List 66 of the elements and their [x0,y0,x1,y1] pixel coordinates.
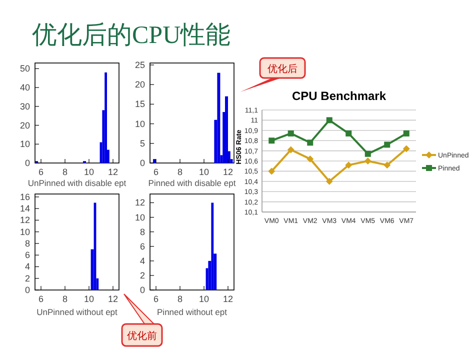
point [287,146,294,154]
point [326,117,332,124]
y-tick-label: 4 [24,262,30,272]
y-tick-label: 0 [24,158,30,168]
x-tick-label: 6 [153,167,159,177]
x-axis-title: UnPinned without ept [36,307,118,317]
x-tick-label: 12 [222,167,234,177]
text: 优化前 [127,330,157,342]
y-tick-label: 16 [20,192,30,202]
y-tick-label: 8 [140,226,145,237]
chart-title: CPU Benchmark [292,89,386,103]
x-tick-label: 10 [84,167,94,177]
x-tick-label: 12 [108,294,118,304]
point [403,130,410,136]
x-tick-label: 12 [108,167,118,177]
text: 优化后 [268,63,298,75]
x-tick-label: 6 [153,294,159,304]
y-tick-label: 8 [24,238,30,248]
x-tick-label: 6 [38,167,44,177]
y-tick-label: 0 [24,285,30,295]
point [364,150,371,157]
point [306,155,314,162]
point [346,130,352,136]
point [364,158,372,164]
y-tick-label: 40 [20,82,30,93]
y-tick-label: 14 [20,204,30,214]
y-tick-label: 15 [134,99,145,110]
x-axis-title: Pinned without ept [157,307,228,317]
y-tick-label: 10 [20,226,30,237]
y-tick-label: 10 [134,118,145,129]
y-tick-label: 20 [20,120,30,130]
point [268,168,276,175]
point [384,162,391,169]
x-tick-label: 8 [62,294,68,304]
point [307,140,314,146]
point [402,145,410,152]
x-tick-label: 8 [62,167,68,177]
x-axis-title: Pinned with disable ept [148,178,236,188]
y-tick-label: 0 [140,285,145,295]
x-axis-title: UnPinned with disable ept [28,178,127,188]
y-tick-label: 4 [140,256,145,266]
y-tick-label: 25 [134,60,145,70]
x-tick-label: 12 [222,294,234,304]
x-tick-label: 8 [177,167,183,177]
y-tick-label: 6 [24,250,30,260]
point [268,138,275,144]
y-tick-label: 6 [140,241,145,252]
x-tick-label: 6 [38,294,44,304]
y-tick-label: 2 [24,273,30,284]
point [384,142,390,148]
x-tick-label: 10 [84,294,94,304]
point [326,178,333,185]
point [288,130,294,136]
y-tick-label: 50 [20,64,30,74]
y-tick-label: 10 [20,139,30,150]
x-tick-label: 8 [177,294,183,304]
text: 优化后的CPU性能 [32,22,231,49]
point [345,162,352,169]
y-tick-label: 30 [20,101,30,112]
y-tick-label: 0 [140,158,145,168]
x-tick-label: 10 [198,294,210,304]
x-tick-label: 10 [198,167,210,177]
y-tick-label: 12 [134,198,145,208]
y-tick-label: 5 [140,138,145,148]
y-tick-label: 2 [140,270,145,280]
y-tick-label: 20 [134,80,145,90]
